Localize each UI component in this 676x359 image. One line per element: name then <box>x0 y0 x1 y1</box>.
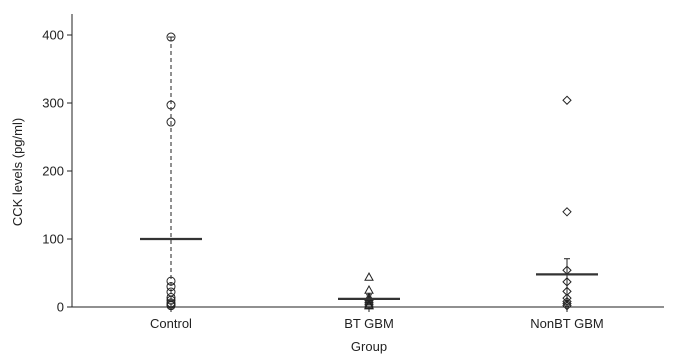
data-point-circle <box>166 32 176 42</box>
y-tick-label: 200 <box>42 164 64 179</box>
data-point-triangle <box>364 284 374 294</box>
data-point-circle <box>166 301 176 311</box>
data-point-diamond <box>562 298 572 309</box>
data-point-triangle <box>364 300 374 310</box>
data-point-diamond <box>562 296 572 307</box>
data-layer <box>140 32 598 311</box>
data-point-circle <box>166 276 176 286</box>
data-point-diamond <box>562 300 572 311</box>
data-point-triangle <box>364 298 374 308</box>
axes-layer: 0 100 200 300 400 Control BT GBM NonBT GBM <box>42 14 664 331</box>
y-tick-label: 0 <box>57 300 64 315</box>
data-point-triangle <box>364 296 374 306</box>
x-tick-label: Control <box>150 316 192 331</box>
data-point-triangle <box>364 272 374 281</box>
x-axis-label: Group <box>351 339 387 354</box>
data-point-circle <box>166 282 176 292</box>
y-tick-label: 100 <box>42 232 64 247</box>
x-tick-label: NonBT GBM <box>530 316 603 331</box>
y-tick-label: 400 <box>42 28 64 43</box>
y-axis-label: CCK levels (pg/ml) <box>10 118 25 226</box>
data-point-diamond <box>562 277 572 287</box>
data-point-circle <box>166 117 176 127</box>
data-point-circle <box>166 295 176 305</box>
data-point-diamond <box>562 286 572 297</box>
data-point-diamond <box>562 95 572 105</box>
data-point-diamond <box>562 207 572 217</box>
y-tick-label: 300 <box>42 96 64 111</box>
x-tick-label: BT GBM <box>344 316 394 331</box>
data-point-circle <box>166 100 176 110</box>
